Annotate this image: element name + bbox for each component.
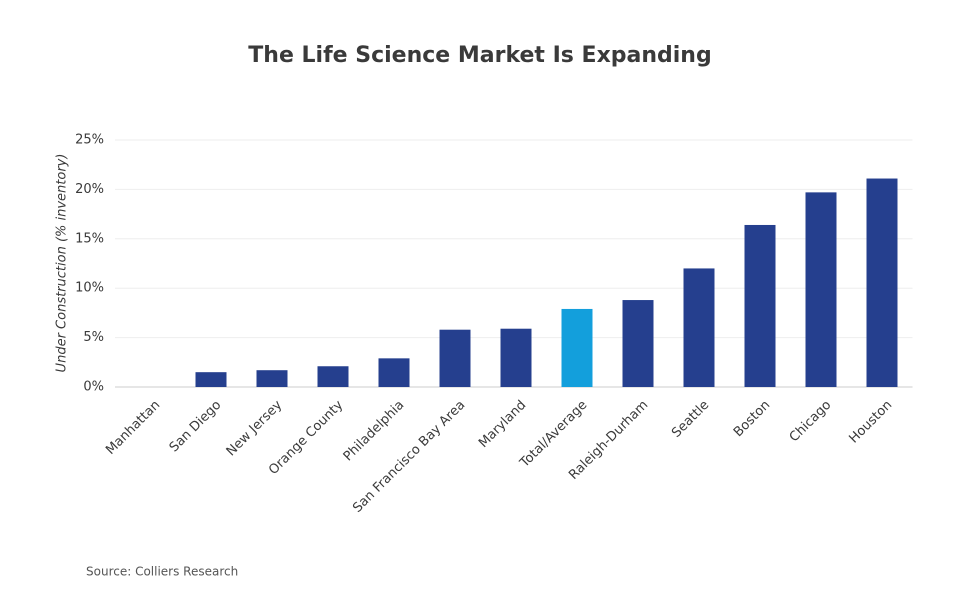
x-tick-label: Chicago — [787, 398, 835, 446]
x-tick-label: New Jersey — [224, 397, 286, 459]
x-tick-label: Boston — [731, 398, 773, 440]
x-tick-label: Philadelphia — [341, 398, 408, 465]
bar — [744, 224, 776, 387]
x-tick-label: San Diego — [167, 398, 225, 456]
bar — [378, 358, 410, 387]
bar — [622, 300, 654, 387]
y-tick-label: 15% — [75, 231, 104, 246]
bar — [439, 329, 471, 387]
chart-title: The Life Science Market Is Expanding — [248, 43, 711, 68]
bar — [500, 328, 532, 387]
x-tick-label: Maryland — [476, 398, 529, 451]
y-tick-label: 10% — [75, 281, 104, 296]
source-note: Source: Colliers Research — [86, 565, 238, 579]
y-tick-label: 5% — [83, 330, 104, 345]
y-axis-label: Under Construction (% inventory) — [55, 154, 70, 373]
x-tick-label: Houston — [846, 398, 895, 447]
y-tick-label: 25% — [75, 133, 104, 148]
bar — [866, 178, 898, 387]
y-tick-label: 20% — [75, 182, 104, 197]
bar — [195, 372, 227, 387]
x-tick-label: San Francisco Bay Area — [350, 398, 468, 516]
x-tick-label: Manhattan — [103, 398, 163, 458]
bar — [317, 366, 349, 387]
x-tick-label: Seattle — [669, 398, 712, 441]
y-tick-label: 0% — [83, 380, 104, 395]
bar — [561, 308, 593, 387]
bar — [683, 268, 715, 387]
bar — [256, 370, 288, 387]
bar — [805, 192, 837, 387]
